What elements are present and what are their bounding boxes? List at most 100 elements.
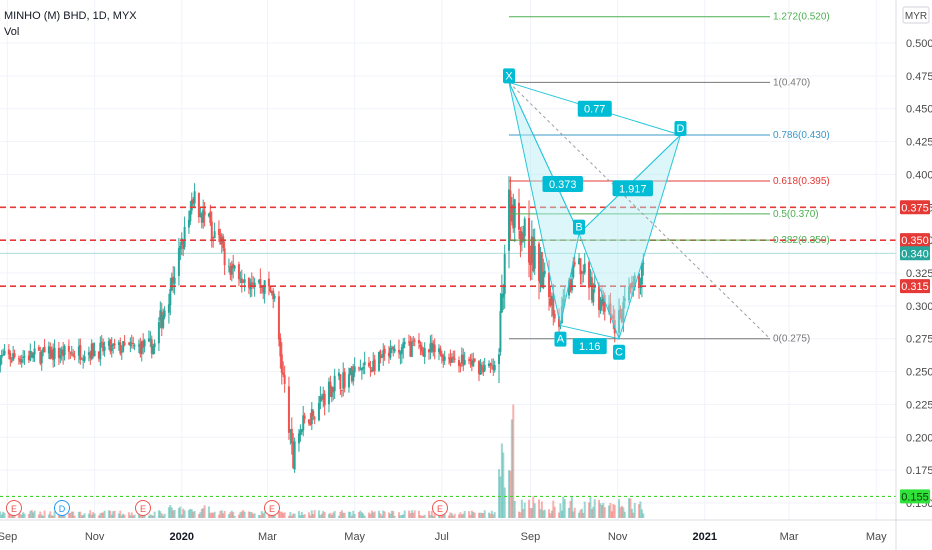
volume-bar bbox=[269, 515, 272, 518]
volume-bar bbox=[30, 510, 33, 518]
candle-body bbox=[282, 372, 285, 375]
candle-body bbox=[272, 290, 275, 300]
currency-badge[interactable] bbox=[902, 6, 930, 24]
price-tick-label: 0.500 bbox=[906, 38, 932, 50]
candle-body bbox=[442, 355, 445, 362]
volume-bar bbox=[387, 512, 390, 518]
fib-level-label: 0.5(0.370) bbox=[773, 209, 819, 220]
candle-body bbox=[209, 211, 212, 223]
candle-body bbox=[130, 342, 133, 344]
volume-bar bbox=[33, 510, 36, 518]
candle-body bbox=[253, 282, 256, 287]
volume-bar bbox=[252, 513, 255, 518]
candle-body bbox=[490, 364, 493, 366]
event-marker[interactable] bbox=[54, 500, 70, 516]
volume-bar bbox=[610, 511, 613, 518]
volume-bar bbox=[513, 500, 516, 518]
candle-body bbox=[73, 356, 76, 358]
candle-body bbox=[482, 368, 485, 373]
time-tick-label: Sep bbox=[0, 531, 17, 543]
candle-body bbox=[620, 315, 623, 323]
event-marker[interactable] bbox=[6, 500, 22, 516]
volume-bar bbox=[397, 512, 400, 518]
candle-body bbox=[180, 238, 183, 246]
candle-body bbox=[63, 345, 66, 356]
candle-body bbox=[623, 298, 626, 302]
candle-body bbox=[322, 393, 325, 399]
volume-bar bbox=[582, 512, 585, 518]
candle-body bbox=[192, 199, 195, 204]
volume-bar bbox=[110, 514, 113, 518]
candle-body bbox=[123, 342, 126, 345]
price-label: 0.315 bbox=[901, 281, 929, 293]
plot-background bbox=[0, 0, 896, 520]
candle-body bbox=[262, 285, 265, 293]
candle-body bbox=[539, 255, 542, 284]
volume-bar bbox=[367, 512, 370, 518]
candle-body bbox=[477, 361, 480, 374]
volume-bar bbox=[87, 513, 90, 518]
price-label: 0.155 bbox=[901, 491, 929, 503]
candle-body bbox=[568, 279, 571, 296]
volume-bar bbox=[199, 512, 202, 518]
volume-bar bbox=[293, 513, 296, 518]
candle-body bbox=[70, 352, 73, 354]
volume-bar bbox=[290, 515, 293, 518]
volume-bar bbox=[242, 510, 245, 518]
volume-bar bbox=[182, 508, 185, 518]
currency-label: MYR bbox=[905, 11, 927, 22]
volume-bar bbox=[190, 509, 193, 518]
volume-bar bbox=[257, 514, 260, 518]
candle-body bbox=[632, 281, 635, 285]
candle-body bbox=[207, 213, 210, 217]
volume-bar bbox=[452, 515, 455, 518]
volume-bar bbox=[72, 511, 75, 518]
volume-bar bbox=[123, 514, 126, 518]
volume-bar bbox=[239, 512, 242, 518]
candle-body bbox=[320, 396, 323, 400]
candle-body bbox=[313, 417, 316, 419]
volume-bar bbox=[40, 514, 43, 518]
event-marker-label: E bbox=[140, 504, 146, 514]
candle-body bbox=[2, 354, 5, 356]
volume-bar bbox=[447, 515, 450, 518]
volume-bar bbox=[590, 509, 593, 518]
price-axis[interactable]: 0.500 0.475 0.450 0.425 0.400 0.375 0.350 0.325… bbox=[895, 0, 932, 550]
candle-body bbox=[582, 271, 585, 274]
volume-bar bbox=[0, 511, 2, 518]
pattern-point-b-bg bbox=[573, 219, 586, 235]
candle-body bbox=[382, 350, 385, 358]
candle-body bbox=[410, 341, 413, 357]
candle-body bbox=[367, 362, 370, 367]
candle-body bbox=[492, 365, 495, 370]
candle-body bbox=[99, 342, 102, 360]
volume-bar bbox=[479, 512, 482, 518]
event-marker[interactable] bbox=[135, 500, 151, 516]
volume-bar bbox=[619, 507, 622, 518]
volume-bar bbox=[589, 497, 592, 518]
event-marker[interactable] bbox=[264, 500, 280, 516]
volume-bar bbox=[608, 505, 611, 518]
volume-bar bbox=[39, 511, 42, 518]
fib-level-label: 1.272(0.520) bbox=[773, 12, 830, 23]
candle-body bbox=[329, 381, 332, 397]
candle-body bbox=[293, 441, 296, 470]
volume-bar bbox=[618, 499, 621, 518]
volume-bar bbox=[79, 511, 82, 518]
pattern-point-a: A bbox=[557, 334, 565, 346]
volume-bar bbox=[277, 510, 280, 518]
event-marker[interactable] bbox=[432, 500, 448, 516]
volume-bar bbox=[642, 513, 645, 518]
candle-body bbox=[460, 354, 463, 364]
candle-body bbox=[42, 348, 45, 353]
volume-bar bbox=[310, 510, 313, 518]
pattern-point-x-bg bbox=[503, 68, 515, 84]
candle-body bbox=[558, 316, 561, 327]
time-axis[interactable]: Sep Nov 2020 Mar May Jul Sep Nov 2021 Mar May bbox=[0, 519, 932, 543]
fib-level-label: 0(0.275) bbox=[773, 334, 810, 345]
candle-body bbox=[540, 252, 543, 287]
candle-body bbox=[572, 261, 575, 278]
volume-bar bbox=[253, 513, 256, 518]
candle-body bbox=[189, 210, 192, 222]
